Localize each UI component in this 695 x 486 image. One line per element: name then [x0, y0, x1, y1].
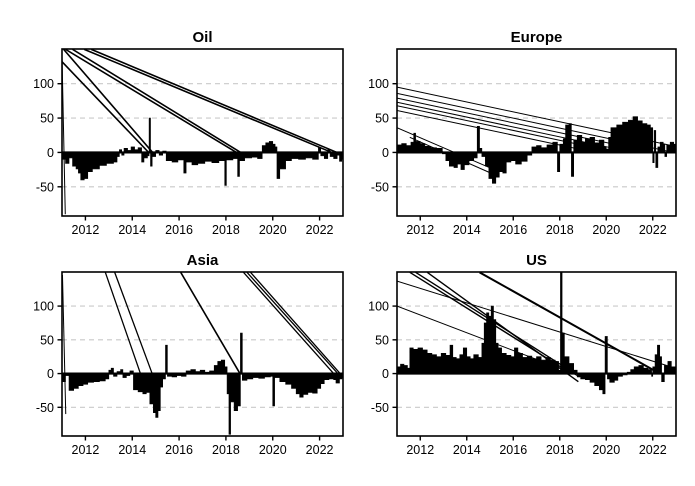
y-tick-label: 100: [33, 300, 54, 314]
overlay-lines-group: [62, 49, 338, 215]
plot-layers: [57, 48, 344, 221]
y-tick-label: -50: [36, 401, 54, 415]
x-tick-label: 2012: [406, 223, 434, 237]
x-tick-label: 2022: [639, 223, 667, 237]
x-tick-label: 2014: [453, 443, 481, 457]
plot-frame: [61, 48, 344, 217]
y-tick-label: 50: [40, 333, 54, 347]
y-tick-label: 100: [368, 300, 389, 314]
x-tick-label: 2020: [592, 443, 620, 457]
y-tick-label: 0: [47, 367, 54, 381]
plot-layers: [392, 48, 677, 221]
x-tick-label: 2014: [453, 223, 481, 237]
plot-frame: [61, 271, 344, 437]
x-tick-label: 2020: [259, 223, 287, 237]
panel-oil: Oil 2012 2014 2016 2018 2020 2022 100 50…: [33, 29, 344, 237]
y-tick-label: -50: [371, 401, 389, 415]
y-tick-label: -50: [371, 180, 389, 194]
panel-title: US: [526, 252, 547, 269]
x-tick-label: 2018: [212, 223, 240, 237]
area-series-path: [397, 272, 676, 395]
y-tick-label: 0: [382, 367, 389, 381]
y-tick-label: -50: [36, 180, 54, 194]
plot-layers: [392, 271, 677, 441]
x-tick-label: 2012: [72, 443, 100, 457]
y-tick-label: 50: [40, 112, 54, 126]
y-tick-label: 100: [368, 77, 389, 91]
x-tick-label: 2022: [306, 443, 334, 457]
x-tick-label: 2012: [72, 223, 100, 237]
x-tick-label: 2020: [259, 443, 287, 457]
x-tick-label: 2022: [639, 443, 667, 457]
x-tick-label: 2016: [499, 443, 527, 457]
panel-title: Europe: [511, 29, 563, 46]
plot-layers: [57, 271, 344, 441]
x-tick-label: 2022: [306, 223, 334, 237]
y-tick-label: 50: [375, 333, 389, 347]
area-series-path: [62, 332, 343, 435]
plot-frame: [396, 271, 677, 437]
x-tick-label: 2016: [499, 223, 527, 237]
overlay-lines-group: [62, 272, 342, 415]
panel-europe: Europe 2012 2014 2016 2018 2020 2022 100…: [368, 29, 677, 237]
y-tick-label: 0: [382, 146, 389, 160]
x-tick-label: 2012: [406, 443, 434, 457]
area-series-path: [397, 116, 676, 184]
x-tick-label: 2018: [546, 443, 574, 457]
x-tick-label: 2016: [165, 443, 193, 457]
x-tick-label: 2014: [118, 443, 146, 457]
x-tick-label: 2018: [212, 443, 240, 457]
area-series-path: [62, 117, 343, 186]
x-tick-label: 2020: [592, 223, 620, 237]
x-tick-label: 2014: [118, 223, 146, 237]
panel-asia: Asia 2012 2014 2016 2018 2020 2022 100 5…: [33, 252, 344, 457]
y-tick-label: 50: [375, 112, 389, 126]
panel-us: US 2012 2014 2016 2018 2020 2022 100 50 …: [368, 252, 677, 457]
panel-title: Asia: [187, 252, 219, 269]
y-tick-label: 100: [33, 77, 54, 91]
plot-frame: [396, 48, 677, 217]
x-tick-label: 2016: [165, 223, 193, 237]
panel-title: Oil: [192, 29, 212, 46]
y-tick-label: 0: [47, 146, 54, 160]
x-tick-label: 2018: [546, 223, 574, 237]
